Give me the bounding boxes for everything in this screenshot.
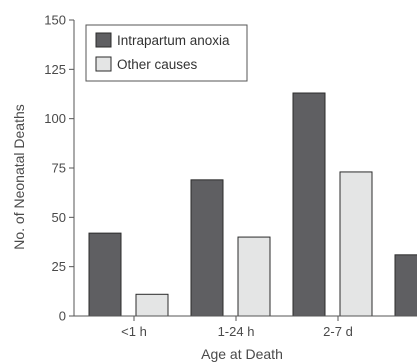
bars-layer	[88, 92, 417, 317]
y-axis-title: No. of Neonatal Deaths	[11, 104, 27, 250]
y-tick-label: 100	[44, 111, 66, 126]
bar-other-causes	[135, 293, 169, 317]
y-tick-label: 125	[44, 62, 66, 77]
bar-intrapartum-anoxia	[88, 232, 122, 317]
y-tick-label: 150	[44, 13, 66, 28]
legend-label-intrapartum-anoxia: Intrapartum anoxia	[117, 33, 230, 48]
y-tick-label: 75	[52, 161, 66, 176]
legend-box	[85, 24, 248, 82]
y-tick-label: 0	[59, 309, 66, 324]
legend-swatch-intrapartum-anoxia	[95, 32, 112, 48]
x-axis-title: Age at Death	[201, 346, 283, 362]
bar-intrapartum-anoxia	[292, 92, 326, 317]
legend-label-other-causes: Other causes	[117, 57, 198, 72]
x-tick-label: 2-7 d	[323, 324, 353, 339]
bar-other-causes	[237, 236, 271, 317]
bar-intrapartum-anoxia	[190, 179, 224, 317]
legend-swatch-other-causes	[95, 56, 112, 72]
legend: Intrapartum anoxia Other causes	[85, 24, 248, 82]
x-tick-label: 1-24 h	[218, 324, 255, 339]
y-tick-label: 25	[52, 259, 66, 274]
y-tick-label: 50	[52, 210, 66, 225]
x-tick-label: <1 h	[121, 324, 147, 339]
bar-intrapartum-anoxia	[394, 254, 417, 317]
bar-other-causes	[339, 171, 373, 317]
